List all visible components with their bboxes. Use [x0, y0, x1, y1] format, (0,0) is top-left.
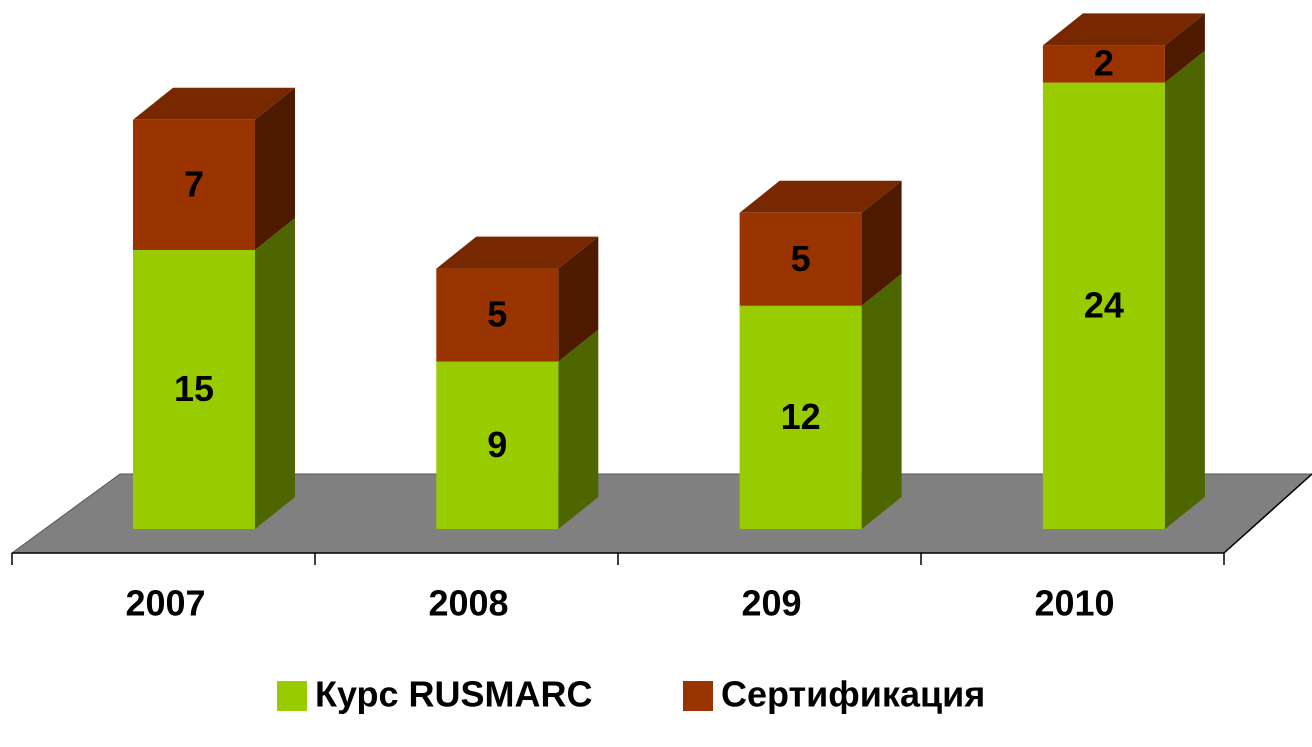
bar-segment	[133, 87, 295, 250]
bar-segment	[436, 329, 599, 529]
data-label: 5	[791, 238, 811, 279]
bar-top	[1042, 13, 1205, 46]
data-label: 7	[184, 163, 204, 204]
bar-top	[133, 87, 295, 120]
bar-segment	[739, 180, 902, 306]
bar-front	[1042, 82, 1165, 529]
bar-front	[739, 212, 862, 306]
legend-swatch	[277, 681, 307, 711]
data-label: 2	[1094, 43, 1114, 84]
bar-side	[558, 236, 599, 362]
data-label: 12	[781, 396, 821, 437]
x-tick-label: 2007	[125, 583, 205, 624]
bar-side	[861, 180, 902, 306]
bar-side	[255, 87, 295, 250]
data-label: 24	[1084, 284, 1124, 325]
bar-top	[739, 180, 902, 213]
bar-segment	[436, 236, 599, 362]
axis-edge	[1223, 473, 1312, 554]
data-label: 15	[174, 368, 214, 409]
bar-front	[436, 361, 559, 529]
bar-side	[255, 218, 295, 529]
bar-side	[1164, 50, 1205, 529]
bar-top	[436, 236, 599, 269]
data-label: 5	[487, 294, 507, 335]
x-tick-label: 209	[741, 583, 801, 624]
bar-segment	[739, 273, 902, 529]
data-label: 9	[487, 424, 507, 465]
bar-side	[1164, 13, 1205, 83]
legend-label: Сертификация	[721, 674, 985, 715]
bar-front	[1042, 45, 1165, 83]
bar-front	[133, 250, 255, 529]
legend-label: Курс RUSMARC	[315, 674, 593, 715]
bar-front	[133, 119, 255, 250]
legend-swatch	[683, 681, 713, 711]
x-tick-label: 2010	[1034, 583, 1114, 624]
bar-side	[558, 329, 599, 529]
bar-side	[861, 273, 902, 529]
x-tick-label: 2008	[428, 583, 508, 624]
bar-front	[436, 268, 559, 362]
bar-segment	[133, 218, 295, 529]
bar-segment	[1042, 50, 1205, 529]
bar-segment	[1042, 13, 1205, 83]
bar-front	[739, 305, 862, 529]
